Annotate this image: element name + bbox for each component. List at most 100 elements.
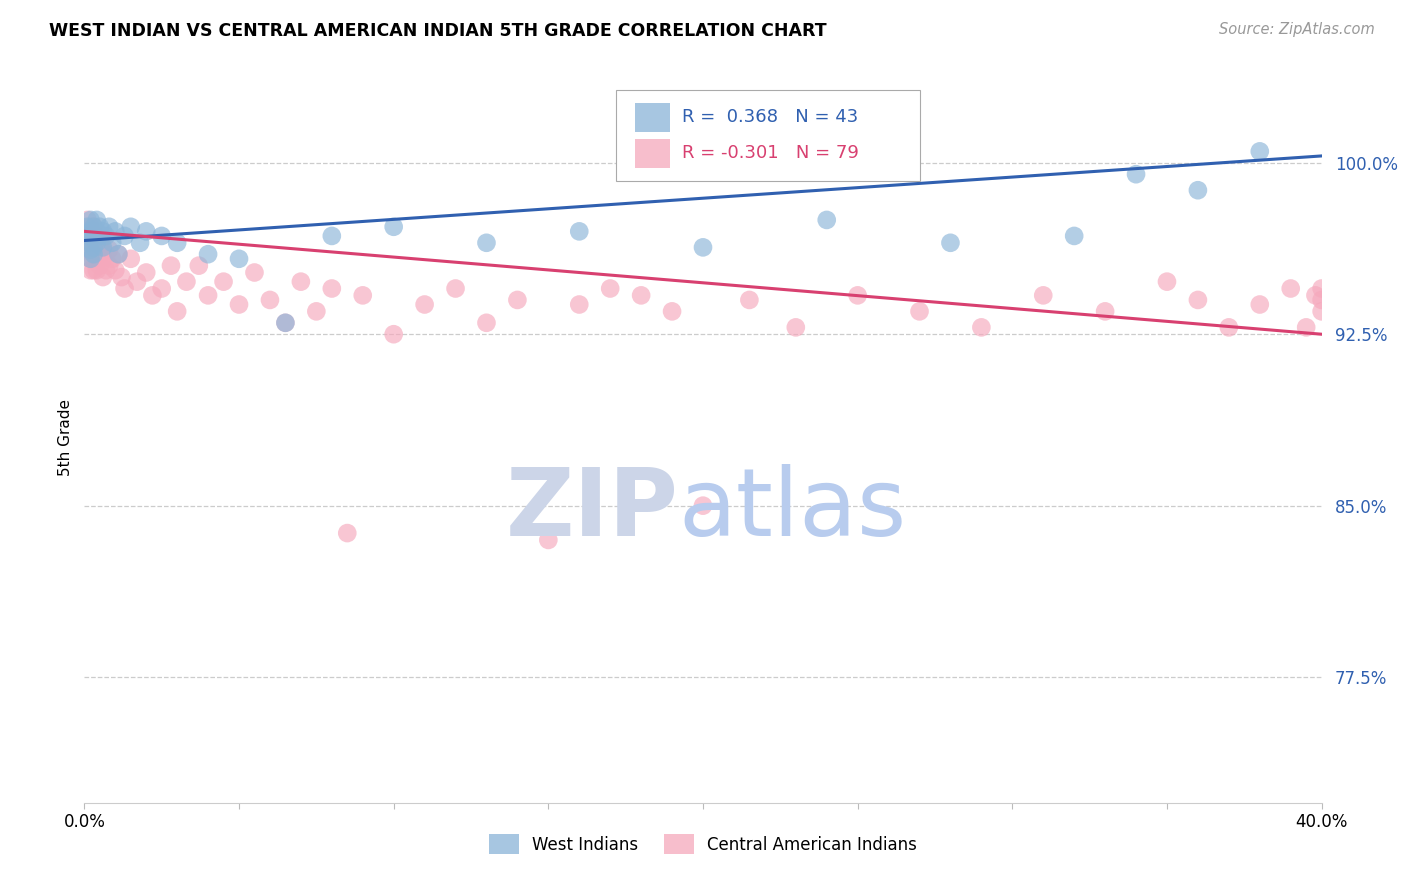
Point — [212, 275, 235, 289]
Point — [568, 297, 591, 311]
Point — [141, 288, 163, 302]
Text: R =  0.368   N = 43: R = 0.368 N = 43 — [682, 109, 858, 127]
Point — [274, 316, 297, 330]
Point — [506, 293, 529, 307]
Point — [129, 235, 152, 250]
Point — [94, 247, 117, 261]
Point — [125, 275, 148, 289]
Point — [187, 259, 209, 273]
Point — [413, 297, 436, 311]
Point — [86, 235, 108, 250]
Point — [176, 275, 198, 289]
Point — [228, 252, 250, 266]
Text: Source: ZipAtlas.com: Source: ZipAtlas.com — [1219, 22, 1375, 37]
Point — [815, 213, 838, 227]
Point — [1305, 288, 1327, 302]
Point — [382, 219, 405, 234]
Point — [630, 288, 652, 302]
Point — [785, 320, 807, 334]
Point — [79, 263, 101, 277]
Point — [352, 288, 374, 302]
Point — [444, 281, 467, 295]
Point — [89, 228, 111, 243]
Point — [79, 219, 101, 234]
Text: R = -0.301   N = 79: R = -0.301 N = 79 — [682, 145, 859, 162]
Point — [83, 219, 105, 234]
Point — [197, 288, 219, 302]
Y-axis label: 5th Grade: 5th Grade — [58, 399, 73, 475]
Point — [79, 243, 101, 257]
Point — [107, 247, 129, 261]
Point — [86, 224, 108, 238]
Point — [79, 235, 101, 250]
Point — [1063, 228, 1085, 243]
Point — [1279, 281, 1302, 295]
Point — [1187, 293, 1209, 307]
Point — [83, 240, 105, 254]
Point — [98, 243, 121, 257]
Point — [79, 252, 101, 266]
Point — [86, 252, 108, 266]
Point — [305, 304, 328, 318]
Point — [76, 213, 98, 227]
Text: WEST INDIAN VS CENTRAL AMERICAN INDIAN 5TH GRADE CORRELATION CHART: WEST INDIAN VS CENTRAL AMERICAN INDIAN 5… — [49, 22, 827, 40]
Point — [1249, 145, 1271, 159]
Point — [336, 526, 359, 541]
Point — [79, 224, 101, 238]
Point — [939, 235, 962, 250]
Point — [114, 228, 136, 243]
Point — [120, 219, 142, 234]
Point — [91, 252, 114, 266]
Point — [661, 304, 683, 318]
Point — [110, 270, 132, 285]
Point — [83, 243, 105, 257]
Point — [83, 228, 105, 243]
Point — [1032, 288, 1054, 302]
Point — [537, 533, 560, 547]
Point — [475, 316, 498, 330]
Point — [83, 228, 105, 243]
Point — [79, 252, 101, 266]
Point — [76, 228, 98, 243]
Point — [86, 263, 108, 277]
Point — [76, 228, 98, 243]
Point — [114, 281, 136, 295]
Point — [1187, 183, 1209, 197]
Point — [89, 259, 111, 273]
Point — [91, 224, 114, 238]
Point — [76, 243, 98, 257]
Point — [1249, 297, 1271, 311]
Point — [107, 247, 129, 261]
Point — [79, 213, 101, 227]
FancyBboxPatch shape — [636, 103, 669, 132]
Point — [166, 304, 188, 318]
Text: atlas: atlas — [678, 464, 907, 557]
Point — [166, 235, 188, 250]
Point — [475, 235, 498, 250]
Point — [321, 281, 343, 295]
Point — [846, 288, 869, 302]
Point — [91, 243, 114, 257]
Point — [1218, 320, 1240, 334]
Point — [1156, 275, 1178, 289]
Point — [91, 270, 114, 285]
FancyBboxPatch shape — [636, 138, 669, 168]
Point — [83, 252, 105, 266]
Point — [382, 327, 405, 342]
Point — [83, 263, 105, 277]
Point — [290, 275, 312, 289]
Point — [76, 235, 98, 250]
Point — [98, 219, 121, 234]
Point — [135, 224, 157, 238]
Point — [94, 263, 117, 277]
Point — [89, 247, 111, 261]
Point — [568, 224, 591, 238]
Point — [86, 213, 108, 227]
Point — [970, 320, 993, 334]
Point — [1094, 304, 1116, 318]
Point — [94, 228, 117, 243]
Point — [1310, 281, 1333, 295]
Point — [321, 228, 343, 243]
Point — [83, 219, 105, 234]
Point — [1125, 167, 1147, 181]
